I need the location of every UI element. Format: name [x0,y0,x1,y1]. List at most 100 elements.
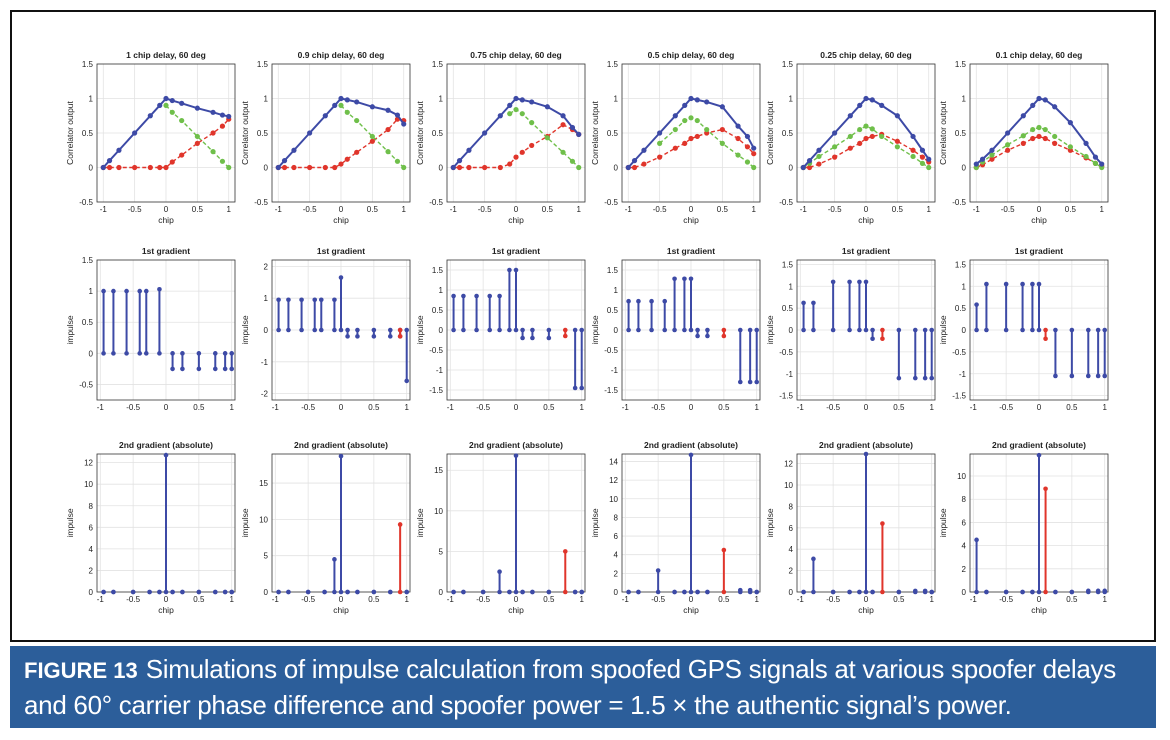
data-point-combined [1067,120,1073,126]
data-point-authentic [519,111,525,117]
x-tick-label: -1 [797,595,805,604]
stem-base-blue [626,327,631,333]
data-point-combined [979,156,986,162]
stem-base-blue [513,589,519,595]
stem-marker-blue [546,589,552,595]
x-tick-label: -0.5 [126,403,140,412]
y-tick-label: 10 [434,507,443,516]
data-point-spoofer [194,140,200,146]
x-tick-label: 0.5 [542,205,554,214]
chart-title: 1st gradient [667,246,715,256]
y-tick-label: 1 [439,95,444,104]
data-point-spoofer [210,130,216,136]
data-point-combined [751,145,757,151]
stem-base-blue [286,327,291,333]
stem-marker-blue [857,589,862,595]
y-tick-label: 6 [89,523,94,532]
stem-marker-blue [451,589,456,595]
stem-base-blue [229,351,235,356]
data-point-spoofer [847,145,853,151]
stem-marker-blue [863,279,869,285]
stem-base-blue [299,327,304,333]
y-tick-label: 1.5 [782,60,794,69]
stem-marker-blue [1053,589,1058,595]
stem-marker-blue [737,379,743,385]
data-point-combined [513,95,519,102]
chart-title: 1 chip delay, 60 deg [126,50,206,60]
stem-base-blue [497,327,502,333]
y-tick-label: 1 [439,286,444,295]
data-point-combined [529,99,535,105]
stem-base-blue [332,327,337,333]
stem-marker-blue [157,286,162,292]
stem-base-blue [636,327,641,333]
x-tick-label: 0 [164,595,169,604]
data-point-authentic [688,115,694,121]
x-tick-label: -0.5 [653,205,667,214]
stem-marker-blue [870,336,875,342]
stem-marker-blue [332,557,337,562]
y-tick-label: 8 [789,502,794,511]
x-tick-label: -0.5 [999,595,1013,604]
data-point-combined [989,147,995,153]
stem-marker-blue [754,379,760,385]
y-tick-label: 8 [962,495,967,504]
x-tick-label: 0 [864,595,869,604]
data-point-spoofer [806,164,813,171]
stem-marker-blue [662,298,668,304]
data-point-combined [704,99,710,105]
x-tick-label: -0.5 [651,595,665,604]
y-tick-label: 0 [264,588,269,597]
stem-marker-blue [497,293,502,299]
data-point-spoofer [1036,133,1042,140]
y-tick-label: 0 [264,326,269,335]
stem-marker-blue [487,293,493,299]
data-point-combined [832,130,838,136]
x-tick-label: 0.5 [367,205,379,214]
data-point-authentic [338,102,344,108]
y-axis-label: impulse [765,315,775,345]
data-point-authentic [394,158,401,164]
data-point-combined [106,158,113,164]
stem-marker-blue [672,276,677,282]
data-point-combined [926,156,932,162]
stem-base-red [880,589,885,595]
y-tick-label: 1.5 [82,60,94,69]
stem-marker-blue [147,589,152,595]
x-tick-label: 1 [579,403,584,412]
y-tick-label: 0 [614,588,619,597]
data-point-combined [466,147,472,153]
data-point-combined [450,164,456,171]
y-tick-label: 1 [264,95,269,104]
stem-marker-blue [338,453,344,459]
data-point-spoofer [751,151,757,157]
stem-base-blue [546,327,552,333]
y-tick-label: -2 [261,390,269,399]
stem-base-blue [870,327,875,333]
stem-marker-blue [811,556,816,562]
stem-marker-blue [371,334,377,339]
x-tick-label: 1 [577,205,582,214]
data-point-authentic [657,140,663,146]
stem-marker-blue [1003,589,1009,595]
data-point-combined [735,123,741,129]
y-tick-label: 1.5 [607,266,619,275]
chart-title: 0.75 chip delay, 60 deg [470,50,562,60]
y-tick-label: -0.5 [604,346,618,355]
stem-base-red [397,589,403,595]
stem-marker-blue [896,375,902,381]
data-point-authentic [989,152,995,158]
stem-marker-blue [451,293,456,299]
stem-marker-blue [1036,452,1042,458]
x-tick-label: -1 [625,205,633,214]
stem-marker-red [1043,336,1048,342]
x-tick-label: 1 [752,205,757,214]
data-point-authentic [926,164,932,171]
data-point-combined [694,97,700,103]
plot-area [969,63,1109,203]
x-tick-label: 0 [514,403,519,412]
stem-marker-blue [404,589,410,595]
stem-marker-blue [572,589,578,595]
stem-marker-red [880,521,885,526]
